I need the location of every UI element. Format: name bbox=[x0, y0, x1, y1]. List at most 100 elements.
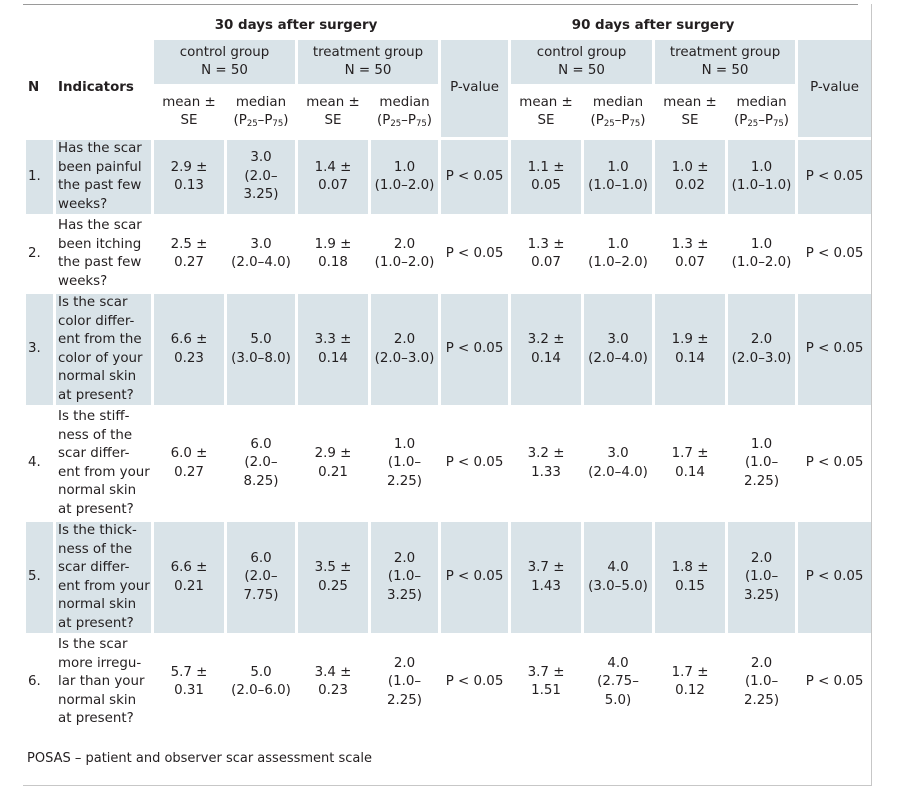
d30-mean-cell: 5.7 ± 0.31 bbox=[170, 664, 208, 699]
mean-header: mean ± SE bbox=[663, 94, 717, 129]
median-value: 4.0 bbox=[607, 560, 629, 575]
d30-median-cell: 1.0 (1.0–2.25) bbox=[371, 408, 438, 519]
group-header-row: N Indicators control group N = 50 treatme… bbox=[26, 40, 872, 137]
row-number: 1. bbox=[26, 140, 53, 214]
indicator-line: at present? bbox=[58, 615, 134, 631]
d30-pvalue-cell: P < 0.05 bbox=[445, 674, 504, 689]
d90-pvalue-cell: P < 0.05 bbox=[805, 455, 864, 471]
indicator-line: at present? bbox=[58, 387, 134, 403]
indicator-line: at present? bbox=[58, 711, 134, 726]
posas-table: 30 days after surgery 90 days after surg… bbox=[23, 13, 874, 732]
d30-pvalue-cell: P < 0.05 bbox=[445, 455, 504, 471]
median-range: (2.0–6.0) bbox=[231, 683, 291, 699]
indicator-line: Is the thick- bbox=[58, 523, 137, 538]
d30-pvalue-cell: P < 0.05 bbox=[441, 522, 509, 633]
row-number: 6. bbox=[28, 674, 41, 689]
indicator-line: ness of the bbox=[58, 427, 133, 443]
d90-median-cell: 2.0 (1.0–2.25) bbox=[728, 636, 795, 729]
mean-header: mean ± SE bbox=[306, 94, 360, 129]
table-row: 1. Has the scar been painful the past few we… bbox=[26, 140, 872, 214]
median-value: 1.0 bbox=[393, 159, 416, 175]
median-value: 2.0 bbox=[393, 655, 416, 671]
indicator-line: color differ- bbox=[58, 313, 135, 329]
median-header: median (P25–P75) bbox=[590, 94, 646, 129]
table-row: 2. Has the scar been itching the past few we… bbox=[26, 217, 871, 291]
d30-mean-cell: 3.4 ± 0.23 bbox=[314, 664, 352, 699]
header-gap bbox=[441, 16, 508, 37]
d90-median-cell: 1.0 (1.0–1.0) bbox=[728, 140, 796, 214]
indicator-line: ent from your bbox=[58, 578, 150, 594]
d30-pvalue-cell: P < 0.05 bbox=[445, 245, 504, 261]
indicator-line: the past few bbox=[58, 255, 142, 270]
median-range: (2.0–7.75) bbox=[243, 569, 279, 603]
indicator-line: Has the scar bbox=[58, 141, 142, 156]
d90-pvalue-cell: P < 0.05 bbox=[798, 140, 872, 214]
d30-median-cell: 6.0 (2.0–7.75) bbox=[227, 522, 295, 633]
indicator-line: scar differ- bbox=[58, 560, 130, 575]
d90-treatment-header: treatment group N = 50 bbox=[655, 40, 796, 84]
indicator-line: ent from the bbox=[58, 332, 142, 347]
indicator-line: scar differ- bbox=[58, 446, 130, 461]
median-value: 5.0 bbox=[250, 664, 272, 680]
median-range: (2.0–4.0) bbox=[588, 350, 648, 366]
d90-median-cell: 2.0 (1.0–3.25) bbox=[728, 522, 796, 633]
indicator-cell: Has the scar been painful the past few week… bbox=[56, 140, 151, 214]
table-row: 6. Is the scar more irregu-lar than your no… bbox=[26, 636, 871, 729]
median-range: (1.0–2.0) bbox=[731, 255, 792, 270]
median-value: 3.0 bbox=[607, 446, 629, 461]
median-value: 1.0 bbox=[750, 436, 773, 452]
table-frame bbox=[23, 4, 872, 786]
d30-median-cell: 2.0 (1.0–3.25) bbox=[371, 522, 439, 633]
stat-header-row: mean ± SE median (P25–P75) mean ± SE medi… bbox=[26, 87, 871, 137]
d90-mean-cell: 1.0 ± 0.02 bbox=[655, 140, 726, 214]
d30-median-cell: 2.0 (1.0–2.0) bbox=[371, 217, 438, 291]
median-value: 6.0 bbox=[250, 550, 272, 566]
d90-median-cell: 3.0 (2.0–4.0) bbox=[584, 294, 653, 405]
d30-median-cell: 3.0 (2.0–4.0) bbox=[227, 217, 295, 291]
median-range: (1.0–1.0) bbox=[731, 178, 792, 193]
d90-control-header: control group N = 50 bbox=[511, 40, 653, 84]
d30-median-cell: 2.0 (2.0–3.0) bbox=[371, 294, 439, 405]
d30-control-header: control group N = 50 bbox=[154, 40, 295, 84]
d90-mean-cell: 1.3 ± 0.07 bbox=[671, 236, 709, 271]
d90-pvalue-cell: P < 0.05 bbox=[805, 245, 864, 261]
indicator-line: Is the stiff- bbox=[58, 409, 130, 424]
median-range: (3.0–8.0) bbox=[231, 350, 291, 366]
d90-median-cell: 4.0 (3.0–5.0) bbox=[584, 522, 653, 633]
d90-mean-cell: 3.2 ± 1.33 bbox=[527, 446, 565, 480]
indicator-line: ness of the bbox=[58, 541, 133, 557]
indicator-line: color of your bbox=[58, 350, 143, 366]
median-value: 2.0 bbox=[393, 332, 416, 347]
median-range: (2.0–4.0) bbox=[231, 255, 291, 270]
table-row: 4. Is the stiff-ness of the scar differ-en… bbox=[26, 408, 871, 519]
indicator-line: at present? bbox=[58, 501, 134, 517]
top-rule bbox=[23, 4, 858, 5]
indicator-line: normal skin bbox=[58, 597, 137, 612]
indicator-line: normal skin bbox=[58, 692, 137, 708]
indicator-cell: Has the scar been itching the past few week… bbox=[56, 217, 151, 291]
indicator-cell: Is the thick-ness of the scar differ-ent … bbox=[56, 522, 151, 633]
median-range: (1.0–3.25) bbox=[744, 569, 780, 603]
median-value: 1.0 bbox=[750, 236, 773, 252]
indicator-line: weeks? bbox=[58, 196, 108, 212]
col-indicators-header: Indicators bbox=[58, 80, 134, 96]
median-value: 2.0 bbox=[750, 550, 773, 566]
d90-mean-cell: 1.1 ± 0.05 bbox=[511, 140, 582, 214]
median-range: (3.0–5.0) bbox=[588, 578, 648, 594]
median-value: 2.0 bbox=[393, 550, 416, 566]
period-30-header: 30 days after surgery bbox=[214, 18, 378, 34]
d30-pvalue-cell: P < 0.05 bbox=[441, 294, 509, 405]
indicator-line: lar than your bbox=[58, 674, 145, 689]
median-range: (1.0–2.25) bbox=[744, 455, 780, 489]
d90-mean-cell: 1.7 ± 0.12 bbox=[671, 664, 709, 699]
d30-mean-cell: 2.5 ± 0.27 bbox=[170, 236, 208, 271]
median-value: 3.0 bbox=[607, 332, 629, 347]
header-gap bbox=[798, 16, 871, 37]
d90-median-cell: 4.0 (2.75–5.0) bbox=[584, 636, 652, 729]
d90-mean-cell: 1.8 ± 0.15 bbox=[655, 522, 726, 633]
indicator-line: Is the scar bbox=[58, 637, 128, 652]
median-range: (2.0–8.25) bbox=[243, 455, 279, 489]
d30-mean-cell: 6.6 ± 0.23 bbox=[154, 294, 224, 405]
median-range: (1.0–2.0) bbox=[374, 255, 435, 270]
median-range: (2.0–3.0) bbox=[731, 350, 792, 366]
